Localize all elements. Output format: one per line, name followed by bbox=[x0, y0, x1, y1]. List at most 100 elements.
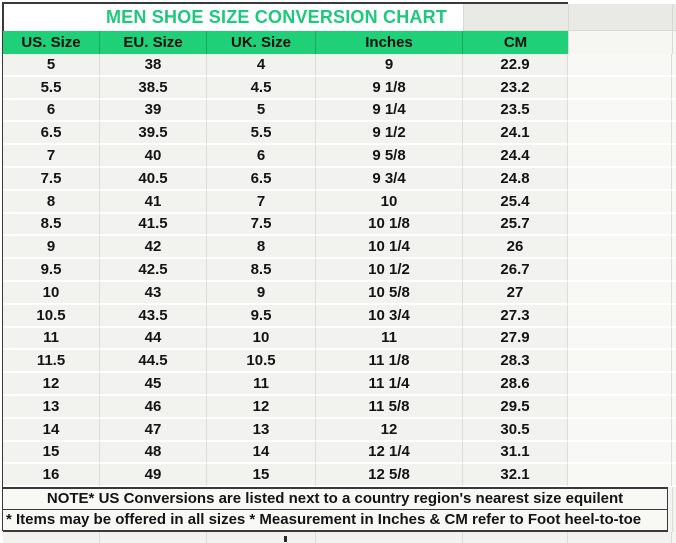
table-cell: 27.3 bbox=[463, 304, 568, 328]
table-cell: 10 5/8 bbox=[316, 281, 463, 305]
table-cell: 11 bbox=[316, 327, 463, 351]
table-cell: 10 1/4 bbox=[316, 236, 463, 260]
edge-sliver bbox=[672, 190, 676, 214]
table-cell: 42.5 bbox=[100, 259, 207, 282]
edge-sliver bbox=[672, 213, 676, 237]
table-cell: 9 1/4 bbox=[316, 99, 463, 123]
edge-sliver bbox=[672, 418, 676, 442]
table-cell: 9.5 bbox=[3, 259, 100, 282]
table-cell: 44 bbox=[100, 327, 207, 351]
table-row: 6 39 5 9 1/4 23.5 bbox=[3, 99, 676, 123]
empty-cell bbox=[568, 145, 672, 168]
table-cell: 8 bbox=[207, 236, 316, 260]
table-cell: 5 bbox=[207, 99, 316, 123]
empty-cell bbox=[3, 532, 100, 543]
table-cell: 45 bbox=[100, 373, 207, 396]
table-row: 7 40 6 9 5/8 24.4 bbox=[3, 145, 676, 168]
table-cell: 42 bbox=[100, 236, 207, 260]
empty-cell bbox=[568, 532, 672, 543]
table-cell: 6.5 bbox=[207, 167, 316, 191]
table-cell: 16 bbox=[3, 464, 100, 488]
table-cell: 6.5 bbox=[3, 122, 100, 146]
table-row: 11.5 44.5 10.5 11 1/8 28.3 bbox=[3, 350, 676, 374]
edge-sliver bbox=[672, 327, 676, 351]
table-cell: 44.5 bbox=[100, 350, 207, 374]
table-cell: 14 bbox=[207, 441, 316, 465]
empty-cell bbox=[568, 418, 672, 442]
table-cell: 41 bbox=[100, 190, 207, 214]
table-cell: 30.5 bbox=[463, 418, 568, 442]
table-cell: 38.5 bbox=[100, 76, 207, 100]
table-top-border bbox=[3, 2, 568, 4]
empty-cell bbox=[568, 31, 672, 54]
table-cell: 9 bbox=[316, 54, 463, 77]
table-cell: 11 1/4 bbox=[316, 373, 463, 396]
footnote-row: * Items may be offered in all sizes * Me… bbox=[3, 509, 668, 532]
edge-sliver bbox=[672, 167, 676, 191]
table-cell: 7.5 bbox=[3, 167, 100, 191]
table-header-row: US. Size EU. Size UK. Size Inches CM bbox=[3, 31, 676, 54]
table-cell: 11.5 bbox=[3, 350, 100, 374]
table-cell: 7 bbox=[207, 190, 316, 214]
empty-cell bbox=[463, 532, 568, 543]
table-cell: 41.5 bbox=[100, 213, 207, 237]
table-cell: 9 bbox=[207, 281, 316, 305]
title-cell: MEN SHOE SIZE CONVERSION CHART bbox=[4, 4, 463, 31]
table-cell: 28.3 bbox=[463, 350, 568, 374]
table-cell: 39.5 bbox=[100, 122, 207, 146]
edge-sliver bbox=[672, 464, 676, 488]
table-cell: 10.5 bbox=[3, 304, 100, 328]
footnote-text: * Items may be offered in all sizes * Me… bbox=[6, 511, 642, 529]
empty-cell bbox=[100, 532, 207, 543]
table-cell: 14 bbox=[3, 418, 100, 442]
empty-cell bbox=[568, 304, 672, 328]
table-row: 10 43 9 10 5/8 27 bbox=[3, 281, 676, 305]
title-row: MEN SHOE SIZE CONVERSION CHART bbox=[4, 4, 676, 31]
table-cell: 23.2 bbox=[463, 76, 568, 100]
table-cell: 28.6 bbox=[463, 373, 568, 396]
table-cell: 11 bbox=[3, 327, 100, 351]
edge-sliver bbox=[672, 76, 676, 100]
table-cell: 47 bbox=[100, 418, 207, 442]
table-cell: 4.5 bbox=[207, 76, 316, 100]
table-cell: 24.1 bbox=[463, 122, 568, 146]
table-cell: 6 bbox=[207, 145, 316, 168]
table-cell: 8.5 bbox=[207, 259, 316, 282]
table-cell: 26 bbox=[463, 236, 568, 260]
table-cell: 8.5 bbox=[3, 213, 100, 237]
table-cell: 32.1 bbox=[463, 464, 568, 488]
table-cell: 7 bbox=[3, 145, 100, 168]
edge-sliver bbox=[672, 54, 676, 77]
table-row: 13 46 12 11 5/8 29.5 bbox=[3, 395, 676, 419]
header-cell-inches: Inches bbox=[316, 31, 463, 54]
table-cell: 39 bbox=[100, 99, 207, 123]
table-row: 15 48 14 12 1/4 31.1 bbox=[3, 441, 676, 465]
table-cell: 8 bbox=[3, 190, 100, 214]
table-cell: 25.7 bbox=[463, 213, 568, 237]
table-cell: 48 bbox=[100, 441, 207, 465]
edge-sliver bbox=[672, 31, 676, 54]
empty-cell bbox=[568, 76, 672, 100]
edge-sliver bbox=[672, 350, 676, 374]
table-cell: 12 bbox=[207, 395, 316, 419]
table-row: 5 38 4 9 22.9 bbox=[3, 54, 676, 77]
empty-cell bbox=[568, 350, 672, 374]
edge-sliver bbox=[672, 99, 676, 123]
edge-sliver bbox=[672, 259, 676, 282]
table-row: 11 44 10 11 27.9 bbox=[3, 327, 676, 351]
table-cell: 26.7 bbox=[463, 259, 568, 282]
table-row: 9 42 8 10 1/4 26 bbox=[3, 236, 676, 260]
edge-sliver bbox=[672, 145, 676, 168]
table-cell: 9 bbox=[3, 236, 100, 260]
table-row: 5.5 38.5 4.5 9 1/8 23.2 bbox=[3, 76, 676, 100]
table-cell: 10.5 bbox=[207, 350, 316, 374]
table-cell: 13 bbox=[207, 418, 316, 442]
edge-sliver bbox=[672, 532, 676, 543]
table-cell: 22.9 bbox=[463, 54, 568, 77]
table-cell: 5 bbox=[3, 54, 100, 77]
table-cell: 11 5/8 bbox=[316, 395, 463, 419]
empty-cell bbox=[568, 281, 672, 305]
empty-cell bbox=[568, 4, 672, 31]
table-cell: 9 5/8 bbox=[316, 145, 463, 168]
edge-sliver bbox=[672, 373, 676, 396]
